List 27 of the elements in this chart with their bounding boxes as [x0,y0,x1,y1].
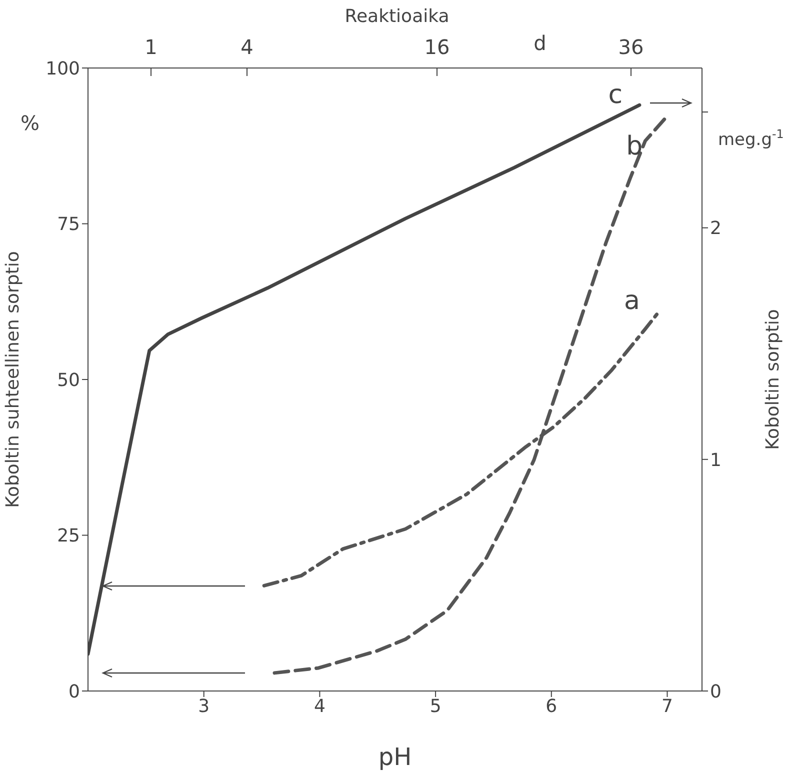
x-tick-label: 4 [314,696,326,717]
x-axis-title: pH [378,743,412,771]
y2-tick-label: 0 [710,681,722,702]
series-label: b [626,132,643,162]
text: 36 [618,35,644,59]
y-axis-title: Koboltin suhteellinen sorptio [2,251,24,508]
x-tick-label: 5 [430,696,442,717]
y-tick-label: 100 [46,58,80,80]
x-tick-label: 7 [662,696,673,717]
series-label: a [624,286,640,316]
text: 4 [240,35,254,59]
y2-tick-label: 2 [710,218,722,240]
y-tick-label: 50 [57,370,80,391]
x-tick-label: 6 [546,696,558,717]
x-tick-label: 3 [198,696,210,717]
y-tick-label: 25 [57,526,80,547]
text: 1 [144,35,158,59]
legend-label: c [608,80,623,110]
text: meg.g$^{-1}$ [718,127,784,150]
y-tick-label: 75 [57,214,80,236]
text: % [20,111,40,135]
text: d [534,31,546,55]
y2-axis-title: Koboltin sorptio [762,309,784,450]
text: Reaktioaika [344,6,450,27]
y-tick-label: 0 [68,681,80,702]
y2-tick-label: 1 [710,450,722,471]
text: 16 [424,35,450,59]
